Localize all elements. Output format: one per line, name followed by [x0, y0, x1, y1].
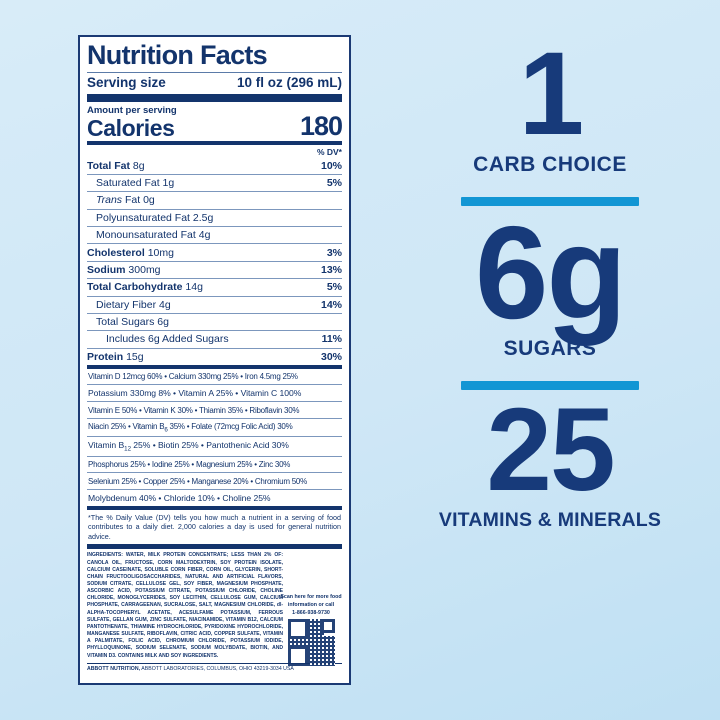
callout-label: CARB CHOICE [473, 152, 627, 176]
nutrition-facts-title: Nutrition Facts [87, 40, 268, 70]
qr-callout[interactable]: Scan here for more food information or c… [280, 594, 342, 667]
nutrient-name: Total Fat 8g [87, 159, 145, 172]
nutrient-row: Polyunsaturated Fat 2.5g [87, 208, 342, 226]
serving-size-row: Serving size 10 fl oz (296 mL) [87, 73, 342, 92]
nutrient-row: Saturated Fat 1g 5% [87, 173, 342, 191]
nutrient-name: Includes 6g Added Sugars [106, 333, 229, 346]
amount-per-serving-label: Amount per serving [87, 104, 177, 116]
nutrient-name: Polyunsaturated Fat 2.5g [96, 211, 214, 224]
nutrient-daily-value: 10% [320, 159, 342, 172]
nutrient-row: Includes 6g Added Sugars 11% [87, 330, 342, 347]
calories-row: Calories 180 [87, 110, 343, 141]
nutrient-daily-value: 13% [320, 263, 342, 276]
ingredients-head: WATER, MILK PROTEIN CONCENTRATE; [125, 552, 229, 559]
nutrient-row: Total Carbohydrate 14g 5% [87, 278, 342, 295]
nutrient-row: Monounsaturated Fat 4g [87, 226, 342, 243]
callout-number: 25 [486, 383, 615, 516]
qr-code-icon[interactable] [287, 619, 335, 667]
serving-size-value: 10 fl oz (296 mL) [236, 74, 342, 90]
nutrient-row: Sodium 300mg 13% [87, 260, 342, 278]
nutrient-name: Cholesterol 10mg [87, 246, 174, 259]
nutrient-daily-value: 11% [321, 333, 342, 346]
ingredients-text: INGREDIENTS: WATER, MILK PROTEIN CONCENT… [87, 552, 283, 659]
serving-thick-divider [87, 93, 342, 102]
company-address-rest: ABBOTT LABORATORIES, COLUMBUS, OHIO 4321… [141, 666, 294, 673]
qr-eye-top-right [320, 619, 335, 634]
nutrition-facts-panel: Nutrition Facts Serving size 10 fl oz (2… [78, 35, 351, 685]
nutrient-name: Saturated Fat 1g [96, 177, 175, 190]
callout-divider [461, 196, 639, 206]
company-name: ABBOTT NUTRITION, [87, 666, 141, 673]
company-address: ABBOTT NUTRITION, ABBOTT LABORATORIES, C… [87, 662, 342, 673]
allergen-statement: CONTAINS MILK AND SOY INGREDIENTS. [117, 652, 219, 659]
nutrient-row: Total Sugars 6g [87, 312, 342, 330]
qr-phone-number: 1-866-938-9730 [292, 609, 330, 616]
nutrient-daily-value: 5% [326, 281, 342, 294]
callout-column: 1 CARB CHOICE 6g SUGARS 25 VITAMINS & MINERAL… [400, 28, 700, 680]
callout-number: 6g [474, 198, 627, 346]
nutrient-row: Protein 15g 30% [87, 347, 342, 365]
callout-3: 25 VITAMINS & MINERALS [400, 383, 700, 532]
micronutrient-row: Niacin 25% • Vitamin B6 35% • Folate (72… [87, 417, 342, 437]
nutrient-name: Protein 15g [87, 350, 144, 363]
nutrient-daily-value: 14% [320, 298, 342, 311]
daily-value-footnote: *The % Daily Value (DV) tells you how mu… [87, 505, 342, 545]
nutrient-daily-value: 3% [326, 246, 342, 259]
ingredients-less-than: LESS THAN 2% OF: [231, 552, 283, 559]
micronutrient-row: Vitamin E 50% • Vitamin K 30% • Thiamin … [87, 401, 342, 417]
nutrient-name: Total Carbohydrate 14g [87, 281, 203, 294]
callout-divider [461, 380, 639, 390]
micronutrient-row: Phosphorus 25% • Iodine 25% • Magnesium … [87, 456, 342, 472]
micronutrient-row: Vitamin B12 25% • Biotin 25% • Pantothen… [87, 436, 342, 456]
nutrient-name: Sodium 300mg [87, 263, 161, 276]
micronutrient-row: Vitamin D 12mcg 60% • Calcium 330mg 25% … [88, 372, 298, 382]
callout-2: 6g SUGARS [400, 198, 700, 361]
calories-label: Calories [87, 114, 175, 141]
serving-size-label: Serving size [87, 74, 166, 90]
nutrient-name: Monounsaturated Fat 4g [96, 229, 211, 242]
callout-label: SUGARS [503, 336, 597, 360]
nutrient-name: Dietary Fiber 4g [96, 298, 171, 311]
daily-value-header: % DV* [316, 146, 342, 157]
micronutrient-row: Molybdenum 40% • Chloride 10% • Choline … [87, 488, 342, 506]
callout-label: VITAMINS & MINERALS [438, 508, 662, 531]
calories-value: 180 [299, 110, 343, 141]
micronutrient-row: Potassium 330mg 8% • Vitamin A 25% • Vit… [87, 384, 342, 401]
ingredients-body: CANOLA OIL, FRUCTOSE, CORN MALTODEXTRIN,… [87, 559, 283, 659]
nutrient-row: Cholesterol 10mg 3% [87, 243, 342, 260]
nutrient-rows-container: Total Fat 8g 10% Saturated Fat 1g 5% Trans F… [87, 158, 342, 366]
ingredients-label: INGREDIENTS: [87, 552, 123, 559]
nutrient-name: Total Sugars 6g [96, 316, 169, 329]
callout-1: 1 CARB CHOICE [400, 28, 700, 177]
ingredients-section: INGREDIENTS: WATER, MILK PROTEIN CONCENT… [87, 544, 342, 672]
micronutrient-row: Selenium 25% • Copper 25% • Manganese 20… [87, 472, 342, 488]
nutrient-daily-value: 30% [320, 350, 342, 363]
calories-divider [87, 140, 342, 145]
nutrient-daily-value: 5% [326, 177, 342, 190]
nutrient-row: Trans Fat 0g [87, 191, 342, 208]
micronutrient-rows-container: Vitamin D 12mcg 60% • Calcium 330mg 25% … [87, 365, 342, 506]
title-divider [87, 71, 342, 73]
nutrient-row: Dietary Fiber 4g 14% [87, 295, 342, 313]
callout-number: 1 [518, 28, 585, 160]
nutrient-row: Total Fat 8g 10% [87, 158, 342, 174]
nutrient-name: Trans Fat 0g [96, 194, 155, 207]
qr-instructions: Scan here for more food information or c… [280, 594, 342, 609]
